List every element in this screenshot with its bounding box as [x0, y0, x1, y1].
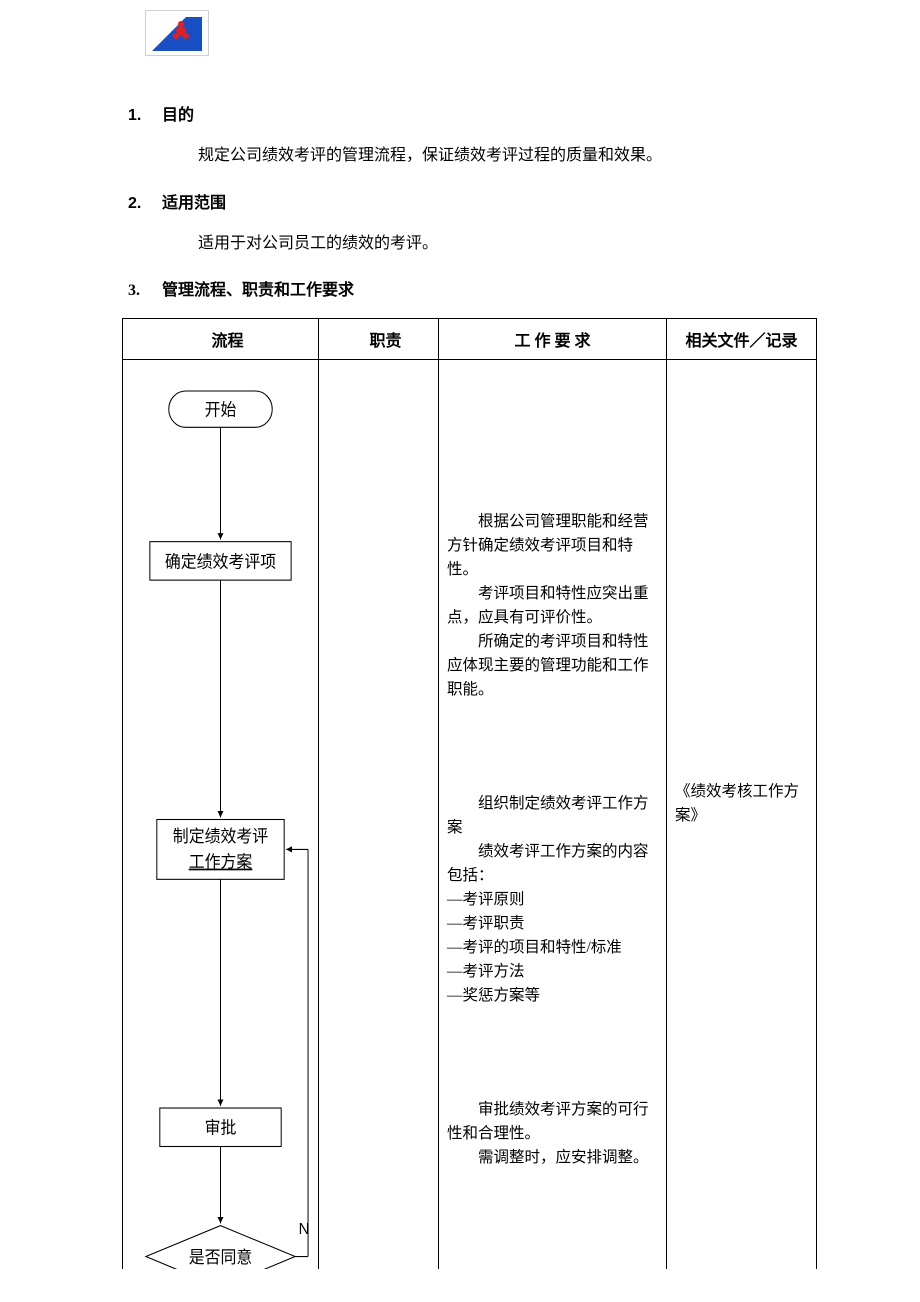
responsibility-cell	[319, 360, 439, 1269]
heading-1-title: 目的	[162, 107, 194, 124]
table-row: 开始 确定绩效考评项 制定绩效考评 工作方案	[123, 360, 817, 1269]
req-block-3: 审批绩效考评方案的可行性和合理性。 需调整时，应安排调整。	[447, 1098, 658, 1170]
r1p3: 所确定的考评项目和特性应体现主要的管理功能和工作职能。	[447, 630, 658, 702]
heading-1: 1. 目的	[128, 101, 792, 125]
r2b1: —考评原则	[447, 891, 525, 908]
flowchart-cell: 开始 确定绩效考评项 制定绩效考评 工作方案	[123, 360, 319, 1269]
header-resp: 职责	[319, 319, 439, 360]
node-plan-l2: 工作方案	[189, 852, 253, 872]
r2b4: —考评方法	[447, 963, 525, 980]
node-decision-label: 是否同意	[189, 1248, 253, 1268]
heading-1-num: 1.	[128, 107, 158, 125]
node-approve-label: 审批	[205, 1118, 237, 1138]
logo-container	[0, 10, 920, 56]
r1p1: 根据公司管理职能和经营方针确定绩效考评项目和特性。	[447, 510, 658, 582]
company-logo	[145, 10, 209, 56]
flowchart-svg: 开始 确定绩效考评项 制定绩效考评 工作方案	[123, 360, 318, 1268]
section-3: 3. 管理流程、职责和工作要求	[0, 276, 920, 300]
r3p2: 需调整时，应安排调整。	[447, 1146, 658, 1170]
r2b3: —考评的项目和特性/标准	[447, 939, 622, 956]
heading-2-title: 适用范围	[162, 195, 226, 212]
process-table-container: 流程 职责 工 作 要 求 相关文件／记录 开始	[0, 318, 920, 1268]
r1p2: 考评项目和特性应突出重点，应具有可评价性。	[447, 582, 658, 630]
section-1: 1. 目的 规定公司绩效考评的管理流程，保证绩效考评过程的质量和效果。	[0, 101, 920, 169]
r2b5: —奖惩方案等	[447, 987, 540, 1004]
heading-3-title: 管理流程、职责和工作要求	[162, 282, 354, 299]
r2p2: 绩效考评工作方案的内容包括：	[447, 840, 658, 888]
table-header-row: 流程 职责 工 作 要 求 相关文件／记录	[123, 319, 817, 360]
body-1: 规定公司绩效考评的管理流程，保证绩效考评过程的质量和效果。	[128, 143, 792, 169]
r2b2: —考评职责	[447, 915, 525, 932]
heading-3: 3. 管理流程、职责和工作要求	[128, 276, 792, 300]
heading-2: 2. 适用范围	[128, 189, 792, 213]
req-block-2: 组织制定绩效考评工作方案 绩效考评工作方案的内容包括： —考评原则 —考评职责 …	[447, 792, 658, 1008]
documents-cell: 《绩效考核工作方案》	[667, 360, 817, 1269]
node-confirm-label: 确定绩效考评项	[165, 552, 276, 572]
process-table: 流程 职责 工 作 要 求 相关文件／记录 开始	[122, 318, 817, 1268]
r3p1: 审批绩效考评方案的可行性和合理性。	[447, 1098, 658, 1146]
heading-2-num: 2.	[128, 195, 158, 213]
section-2: 2. 适用范围 适用于对公司员工的绩效的考评。	[0, 189, 920, 257]
node-start-label: 开始	[205, 400, 237, 420]
r2p1: 组织制定绩效考评工作方案	[447, 792, 658, 840]
requirements-cell: 根据公司管理职能和经营方针确定绩效考评项目和特性。 考评项目和特性应突出重点，应…	[439, 360, 667, 1269]
node-plan-l1: 制定绩效考评	[173, 827, 268, 847]
doc-1: 《绩效考核工作方案》	[675, 783, 799, 824]
logo-svg	[146, 11, 209, 56]
req-block-1: 根据公司管理职能和经营方针确定绩效考评项目和特性。 考评项目和特性应突出重点，应…	[447, 510, 658, 702]
heading-3-num: 3.	[128, 282, 158, 300]
header-doc: 相关文件／记录	[667, 319, 817, 360]
body-2: 适用于对公司员工的绩效的考评。	[128, 231, 792, 257]
header-flow: 流程	[123, 319, 319, 360]
header-req: 工 作 要 求	[439, 319, 667, 360]
